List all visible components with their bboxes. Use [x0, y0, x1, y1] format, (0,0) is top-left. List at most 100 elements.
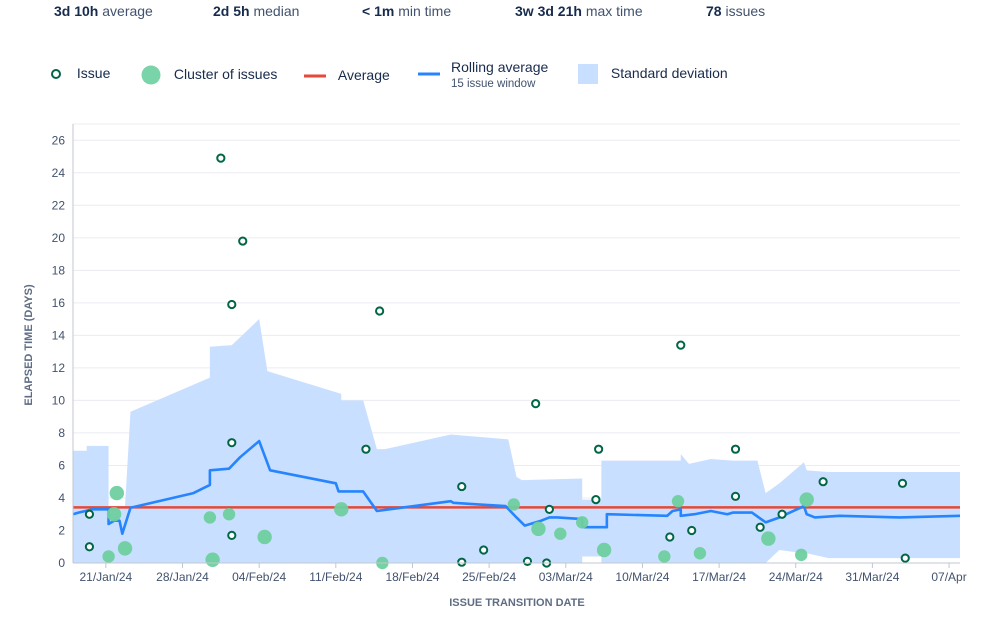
- legend-issue-marker: [51, 69, 61, 80]
- legend-average-marker: [304, 74, 326, 78]
- x-tick-label: 18/Feb/24: [385, 570, 439, 584]
- y-tick-label: 16: [52, 296, 66, 310]
- issue-point: [361, 444, 371, 454]
- legend-stddev-label: Standard deviation: [610, 64, 728, 81]
- issue-point: [594, 444, 604, 454]
- cluster-point: [761, 531, 776, 546]
- legend-rolling-marker: [418, 72, 440, 76]
- stat-median-value: 2d 5h: [213, 3, 250, 19]
- cluster-point: [334, 502, 349, 517]
- cluster-point: [507, 498, 520, 511]
- y-axis-title: ELAPSED TIME (DAYS): [23, 284, 35, 406]
- y-tick-label: 22: [52, 198, 66, 212]
- y-tick-label: 14: [52, 328, 66, 342]
- legend-issue[interactable]: Issue: [50, 65, 110, 81]
- issue-point: [227, 299, 237, 310]
- x-tick-label: 25/Feb/24: [462, 570, 516, 584]
- cluster-point: [693, 547, 707, 560]
- stat-issues: 78 issues: [706, 3, 765, 19]
- x-tick-label: 28/Jan/24: [156, 570, 209, 584]
- issue-point: [544, 504, 554, 514]
- issue-point: [238, 236, 248, 246]
- stat-median-label: median: [253, 3, 300, 19]
- x-tick-label: 17/Mar/24: [692, 570, 746, 584]
- legend-average[interactable]: Average: [304, 67, 390, 83]
- issue-point: [818, 477, 828, 487]
- y-tick-label: 26: [52, 133, 66, 147]
- issue-point: [687, 525, 697, 536]
- issue-point: [900, 553, 910, 563]
- cluster-point: [658, 550, 671, 563]
- stat-max-label: max time: [585, 3, 643, 19]
- y-tick-label: 0: [58, 556, 65, 570]
- issue-point: [457, 557, 467, 567]
- cluster-point: [554, 527, 567, 540]
- stat-min: < 1m min time: [362, 3, 451, 19]
- y-tick-label: 4: [58, 491, 65, 505]
- stat-max-value: 3w 3d 21h: [515, 3, 582, 19]
- y-tick-label: 6: [58, 458, 65, 472]
- issue-point: [730, 491, 741, 501]
- legend-rolling[interactable]: Rolling average 15 issue window: [418, 59, 548, 90]
- stat-min-label: min time: [398, 3, 452, 19]
- cluster-point: [257, 529, 272, 545]
- y-tick-label: 8: [58, 426, 65, 440]
- legend-cluster-marker: [141, 65, 161, 85]
- x-tick-label: 04/Feb/24: [232, 570, 286, 584]
- rolling-average-layer: [72, 439, 961, 536]
- stat-min-value: < 1m: [362, 3, 395, 19]
- issue-point: [457, 481, 467, 492]
- cluster-point: [799, 492, 814, 507]
- x-tick-label: 03/Mar/24: [539, 570, 593, 584]
- stat-issues-value: 78: [706, 3, 722, 19]
- issue-point: [84, 542, 95, 552]
- issue-point: [676, 340, 686, 350]
- legend-stddev[interactable]: Standard deviation: [578, 64, 728, 84]
- cluster-point: [102, 550, 115, 563]
- issue-point: [375, 306, 385, 316]
- issue-point: [227, 438, 237, 448]
- x-tick-label: 24/Mar/24: [769, 570, 823, 584]
- y-tick-label: 18: [52, 263, 66, 277]
- issue-point: [216, 153, 226, 163]
- x-tick-label: 31/Mar/24: [845, 570, 899, 584]
- x-tick-label: 07/Apr: [931, 570, 966, 584]
- stat-max: 3w 3d 21h max time: [515, 3, 643, 19]
- legend-rolling-sublabel: 15 issue window: [451, 78, 536, 90]
- issue-point: [522, 556, 533, 566]
- cluster-points: [102, 485, 814, 570]
- cluster-point: [671, 495, 685, 508]
- legend-cluster-label: Cluster of issues: [173, 65, 278, 82]
- legend-issue-label: Issue: [76, 65, 111, 81]
- issue-point: [755, 522, 765, 532]
- issue-point: [227, 530, 237, 540]
- x-axis-title: ISSUE TRANSITION DATE: [449, 597, 584, 609]
- cluster-point: [596, 542, 612, 558]
- cluster-point: [106, 507, 122, 522]
- issue-points: [84, 153, 910, 568]
- y-tick-label: 12: [52, 361, 66, 375]
- stat-average-label: average: [102, 3, 153, 19]
- legend-cluster[interactable]: Cluster of issues: [140, 64, 277, 86]
- y-tick-label: 20: [52, 231, 66, 245]
- issue-point: [665, 532, 675, 542]
- issue-point: [897, 478, 908, 488]
- x-tick-label: 11/Feb/24: [309, 570, 362, 584]
- cluster-point: [795, 548, 808, 562]
- legend-stddev-marker: [578, 64, 598, 84]
- x-tick-label: 21/Jan/24: [79, 570, 132, 584]
- y-tick-label: 2: [58, 523, 65, 537]
- issue-point: [591, 494, 601, 505]
- cluster-point: [109, 485, 125, 501]
- stat-average-value: 3d 10h: [54, 3, 99, 19]
- legend-average-label: Average: [337, 67, 390, 83]
- stat-average: 3d 10h average: [54, 3, 153, 19]
- cluster-point: [576, 516, 589, 529]
- issue-point: [730, 444, 741, 454]
- issue-point: [479, 545, 489, 555]
- std-dev-band-layer: [73, 319, 960, 563]
- rolling-average-line: [72, 439, 961, 536]
- issue-point: [84, 509, 95, 519]
